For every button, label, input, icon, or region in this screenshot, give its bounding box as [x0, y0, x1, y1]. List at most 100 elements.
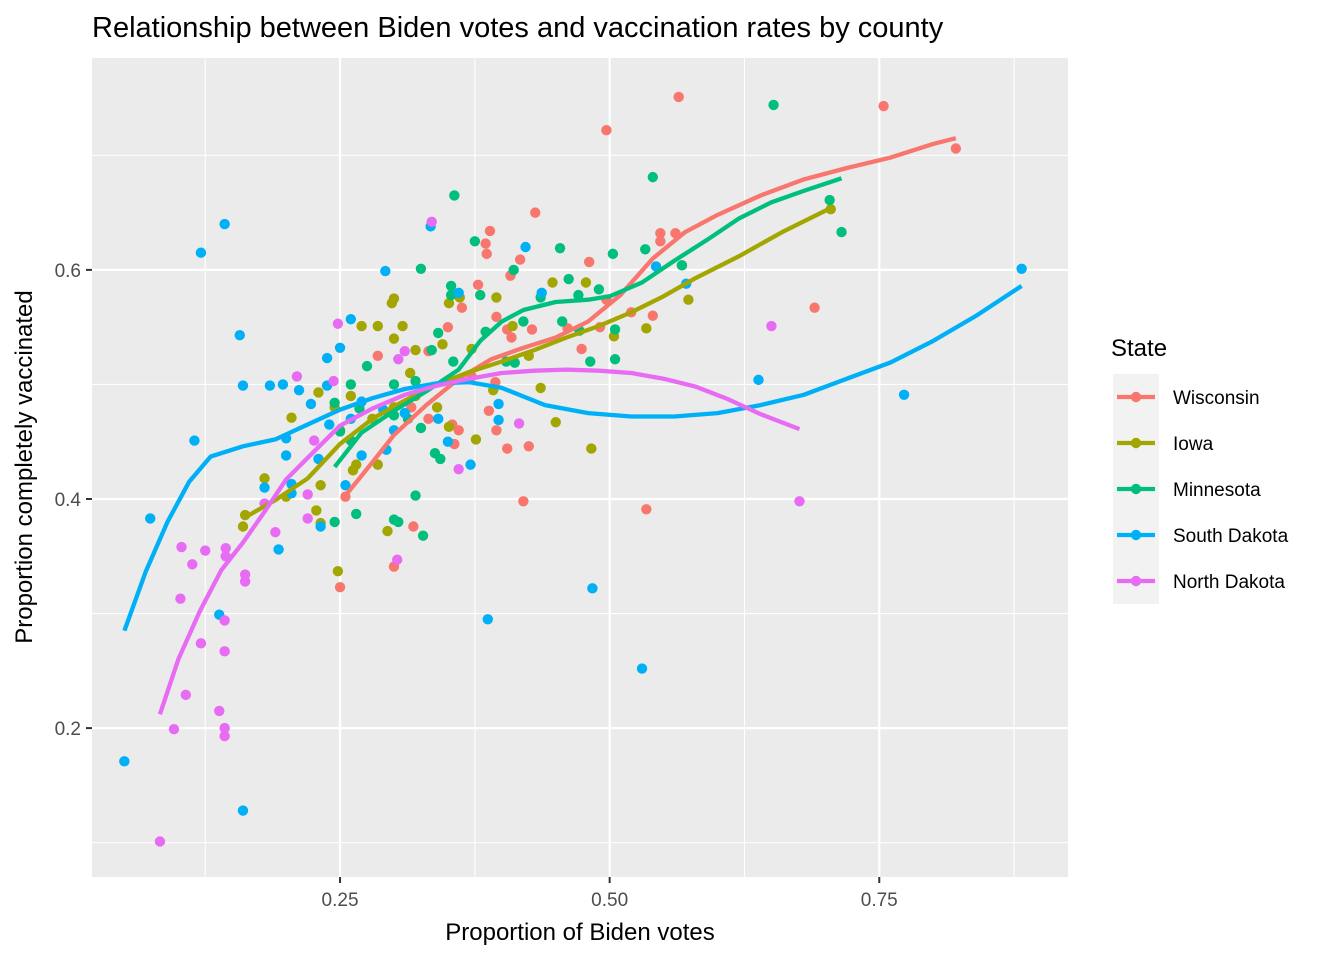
data-point: [482, 614, 493, 625]
data-point: [443, 297, 455, 309]
data-point: [753, 374, 764, 386]
data-point: [187, 559, 198, 570]
y-tick-label: 0.2: [55, 719, 81, 740]
data-point: [453, 287, 464, 299]
data-point: [554, 242, 566, 254]
smooth-line: [343, 136, 957, 497]
data-point: [293, 384, 305, 396]
data-point: [280, 450, 292, 461]
data-point: [640, 244, 651, 255]
smooth-line: [157, 367, 801, 715]
smooth-line: [241, 206, 832, 521]
data-point: [417, 530, 429, 541]
data-point: [547, 277, 558, 288]
data-point: [145, 513, 156, 524]
plot-panel: [92, 58, 1068, 877]
data-point: [410, 344, 421, 356]
data-point: [328, 375, 339, 387]
data-point: [641, 504, 652, 515]
data-point: [393, 354, 404, 365]
data-point: [397, 320, 408, 332]
data-point: [356, 450, 367, 461]
data-point: [491, 311, 502, 323]
data-point: [291, 371, 303, 382]
y-tick-label: 0.4: [55, 490, 82, 511]
data-point: [426, 216, 437, 227]
data-point: [237, 521, 249, 532]
data-point: [483, 405, 495, 416]
legend-title: State: [1111, 335, 1167, 362]
data-point: [442, 321, 454, 333]
data-point: [824, 194, 835, 206]
data-point: [506, 332, 517, 343]
data-point: [380, 265, 391, 277]
legend-label: Minnesota: [1173, 480, 1261, 501]
legend-key-point: [1130, 437, 1142, 449]
data-point: [382, 525, 393, 537]
data-point: [580, 277, 592, 288]
data-point: [219, 722, 230, 734]
data-point: [321, 352, 333, 364]
data-point: [576, 343, 587, 355]
data-point: [431, 402, 443, 413]
data-point: [345, 390, 357, 402]
data-point: [609, 324, 621, 335]
data-point: [234, 330, 245, 341]
data-point: [557, 316, 568, 327]
data-point: [308, 435, 320, 446]
data-point: [361, 360, 373, 372]
x-axis-ticks: 0.25 0.50 0.75: [322, 877, 898, 911]
data-point: [415, 263, 427, 274]
data-point: [195, 247, 207, 258]
legend-key-point: [1130, 391, 1142, 403]
data-point: [523, 441, 534, 452]
data-point: [180, 689, 192, 701]
data-point: [334, 342, 346, 353]
data-point: [345, 379, 357, 390]
data-point: [351, 508, 362, 520]
legend-label: Iowa: [1173, 434, 1214, 455]
data-point: [239, 576, 251, 587]
data-point: [259, 473, 270, 484]
data-point: [508, 264, 519, 276]
data-point: [305, 398, 317, 410]
data-point: [259, 482, 270, 493]
data-point: [950, 143, 962, 154]
legend: State Wisconsin Iowa Minnesota South Dakota…: [1111, 335, 1289, 604]
data-point: [484, 225, 496, 237]
data-point: [502, 443, 513, 454]
x-tick-label: 0.75: [861, 890, 898, 911]
minor-gridlines: [92, 58, 1068, 877]
x-tick-label: 0.25: [322, 890, 359, 911]
data-point: [219, 218, 230, 230]
data-point: [415, 422, 427, 434]
data-point: [219, 646, 230, 657]
data-point: [563, 273, 574, 285]
data-point: [311, 505, 322, 516]
legend-key-point: [1130, 575, 1142, 587]
data-point: [472, 279, 484, 290]
data-point: [768, 99, 779, 111]
data-point: [583, 256, 595, 268]
y-axis-ticks: 0.2 0.4 0.6: [55, 261, 92, 740]
data-point: [898, 389, 910, 400]
data-point: [313, 387, 324, 398]
data-point: [410, 490, 421, 501]
data-point: [386, 297, 398, 309]
data-point: [470, 434, 482, 445]
data-point: [878, 100, 889, 112]
data-point: [324, 419, 335, 430]
data-point: [340, 480, 351, 491]
data-point: [393, 516, 404, 528]
data-point: [481, 248, 492, 260]
data-point: [195, 638, 207, 649]
x-axis-title: Proportion of Biden votes: [445, 919, 715, 946]
data-point: [636, 663, 648, 674]
smooth-lines: [122, 136, 1023, 715]
data-point: [655, 236, 666, 247]
legend-label: South Dakota: [1173, 526, 1289, 547]
data-point: [426, 344, 437, 356]
data-point: [469, 236, 481, 247]
data-point: [530, 207, 541, 218]
data-point: [175, 593, 186, 604]
